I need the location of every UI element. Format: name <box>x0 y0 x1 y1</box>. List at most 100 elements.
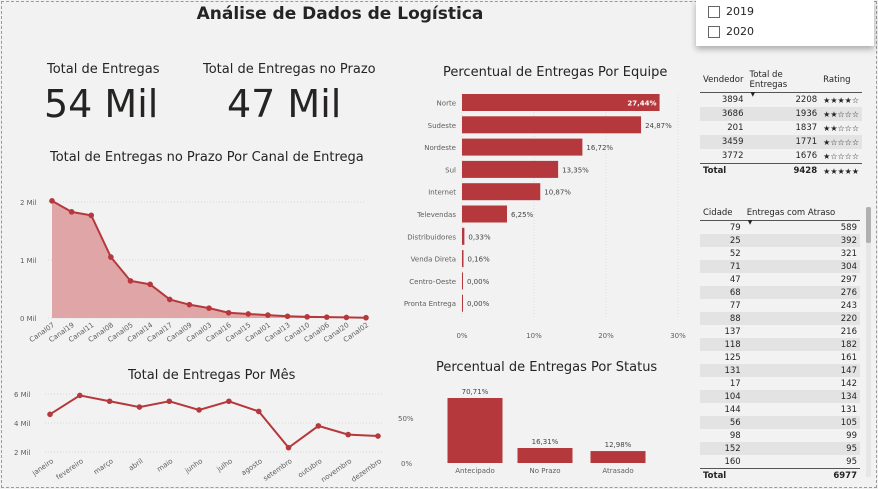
x-tick-label: fevereiro <box>55 457 85 481</box>
cell-entregas-atraso: 95 <box>846 456 857 467</box>
table-row[interactable]: 125 161 <box>700 351 860 364</box>
cell-total: 2208 <box>795 95 818 105</box>
x-tick-label: junho <box>183 457 204 475</box>
table-row[interactable]: 3459 1771 ★☆☆☆☆ <box>700 135 862 149</box>
hbar-chart[interactable]: 0% 10% 20% 30% Norte 27,44% Sudeste 24,87% Norde… <box>395 88 690 340</box>
data-point <box>285 444 292 451</box>
cell-cidade: 144 <box>724 404 741 415</box>
cell-entregas-atraso: 105 <box>743 416 860 429</box>
col-header-total-entregas[interactable]: Total de Entregas ▼ <box>746 68 821 98</box>
data-label: 0,00% <box>467 300 490 308</box>
cell-entregas-atraso: 99 <box>846 430 857 441</box>
data-point <box>49 198 55 204</box>
table-row[interactable]: 56 105 <box>700 416 860 429</box>
status-chart-title: Percentual de Entregas Por Status <box>436 360 658 375</box>
x-tick-label: setembro <box>262 457 294 483</box>
table-row[interactable]: 3894 2208 ★★★★☆ <box>700 93 862 108</box>
scrollbar-track[interactable] <box>866 207 871 477</box>
line-chart-title: Total de Entregas Por Mês <box>128 368 296 383</box>
table-row[interactable]: 47 297 <box>700 273 860 286</box>
table-row[interactable]: 77 243 <box>700 299 860 312</box>
x-tick-label: dezembro <box>350 457 383 484</box>
data-label: 0,33% <box>468 233 491 241</box>
x-tick-label: 20% <box>598 332 614 340</box>
card-total-entregas-label: Total de Entregas <box>47 62 160 77</box>
card-no-prazo-label: Total de Entregas no Prazo <box>203 62 376 77</box>
cell-entregas-atraso: 134 <box>743 390 860 403</box>
table-row[interactable]: 98 99 <box>700 429 860 442</box>
data-point <box>77 392 83 399</box>
slicer-item-2020[interactable]: 2020 <box>708 25 754 38</box>
bar <box>462 294 463 312</box>
table-row[interactable]: 137 216 <box>700 325 860 338</box>
cell-entregas-atraso: 297 <box>840 274 857 285</box>
table-row[interactable]: 131 147 <box>700 364 860 377</box>
table-row[interactable]: 3686 1936 ★★☆☆☆ <box>700 107 862 121</box>
slicer-item-2019[interactable]: 2019 <box>708 5 754 18</box>
data-point <box>255 408 262 415</box>
series-line <box>49 394 379 450</box>
data-point <box>245 311 252 317</box>
category-label: Sudeste <box>428 122 456 130</box>
data-label: 12,98% <box>605 441 632 449</box>
col-header-cidade[interactable]: Cidade <box>700 206 744 221</box>
line-chart[interactable]: 6 Mil 4 Mil 2 Mil 50% 0% janeiro fevereiro març… <box>0 384 420 484</box>
category-label: Centro-Oeste <box>409 278 456 286</box>
data-point <box>284 313 291 320</box>
col-header-rating[interactable]: Rating <box>820 68 862 93</box>
cidade-table: Cidade Entregas com Atraso ▼ 79 589 25 392 52… <box>700 206 860 468</box>
table-row[interactable]: 25 392 <box>700 234 860 247</box>
cell-entregas-atraso: 243 <box>840 300 857 311</box>
table-row[interactable]: 118 182 <box>700 338 860 351</box>
cidade-table-container[interactable]: Cidade Entregas com Atraso ▼ 79 589 25 392 52… <box>700 206 860 468</box>
page-title: Análise de Dados de Logística <box>196 4 484 24</box>
table-row[interactable]: 104 134 <box>700 390 860 403</box>
cell-entregas-atraso: 220 <box>743 312 860 325</box>
cell-vendedor: 3686 <box>700 107 747 121</box>
table-row[interactable]: 68 276 <box>700 286 860 299</box>
table-row[interactable]: 201 1837 ★★☆☆☆ <box>700 121 862 135</box>
checkbox-icon[interactable] <box>708 5 720 18</box>
cell-total: 1936 <box>746 107 821 121</box>
cell-rating: ★★☆☆☆ <box>823 123 859 133</box>
cidade-table-total: Total 6977 <box>700 468 860 483</box>
table-row[interactable]: 17 142 <box>700 377 860 390</box>
cell-cidade: 88 <box>700 312 744 325</box>
x-tick-label: 30% <box>670 332 686 340</box>
bar <box>462 227 465 245</box>
table-row[interactable]: 144 131 <box>700 403 860 416</box>
category-label: Atrasado <box>602 467 633 475</box>
data-label: 0,16% <box>468 256 491 264</box>
table-row[interactable]: 160 95 <box>700 455 860 468</box>
cell-entregas-atraso: 304 <box>743 260 860 273</box>
cell-cidade: 160 <box>724 456 741 467</box>
table-row[interactable]: 3772 1676 ★☆☆☆☆ <box>700 149 862 164</box>
cell-total: 1676 <box>795 151 818 161</box>
card-total-entregas-value: 54 Mil <box>44 82 159 126</box>
year-slicer[interactable]: 2019 2020 <box>696 0 874 46</box>
cell-cidade: 137 <box>724 326 741 337</box>
col-header-vendedor[interactable]: Vendedor <box>700 68 747 93</box>
data-point <box>323 314 330 320</box>
x-tick-label: julho <box>215 457 234 474</box>
cell-vendedor: 3459 <box>700 135 747 149</box>
checkbox-icon[interactable] <box>708 25 720 38</box>
card-no-prazo-value: 47 Mil <box>227 82 342 126</box>
table-row[interactable]: 88 220 <box>700 312 860 325</box>
data-point <box>166 398 173 405</box>
status-chart[interactable]: 70,71% Antecipado 16,31% No Prazo 12,98% Atra… <box>430 380 670 482</box>
total-label: Total <box>700 163 747 178</box>
table-row[interactable]: 152 95 <box>700 442 860 455</box>
table-row[interactable]: 52 321 <box>700 247 860 260</box>
table-row[interactable]: 79 589 <box>700 221 860 235</box>
col-header-entregas-atraso[interactable]: Entregas com Atraso ▼ <box>743 206 860 226</box>
table-row[interactable]: 71 304 <box>700 260 860 273</box>
bar <box>517 448 573 463</box>
data-point <box>226 398 232 405</box>
data-point <box>206 305 212 311</box>
scrollbar-thumb[interactable] <box>866 207 871 243</box>
data-point <box>88 212 95 219</box>
bar <box>462 160 559 178</box>
cell-rating: ★☆☆☆☆ <box>823 151 859 161</box>
